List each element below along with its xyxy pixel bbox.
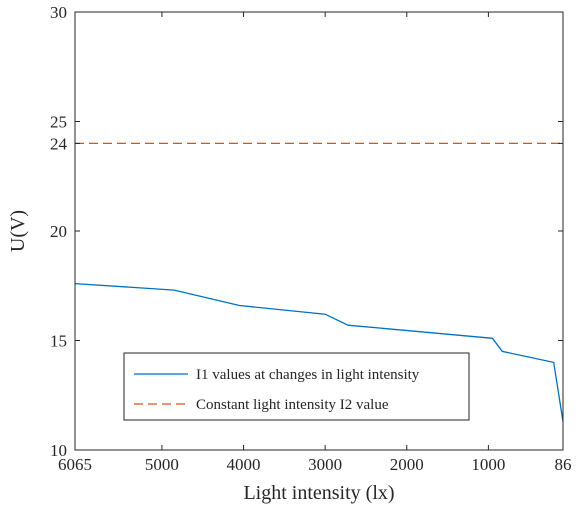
x-tick-label: 2000 (390, 455, 424, 474)
x-tick-label: 3000 (308, 455, 342, 474)
legend-label-series-2: Constant light intensity I2 value (196, 397, 389, 413)
legend-label-series-1: I1 values at changes in light intensity (196, 367, 420, 383)
y-tick-label: 25 (50, 113, 67, 132)
x-tick-label: 4000 (227, 455, 261, 474)
y-tick-label: 20 (50, 222, 67, 241)
legend-box (123, 352, 470, 421)
y-tick-label: 30 (50, 3, 67, 22)
y-tick-label: 10 (50, 441, 67, 460)
x-tick-label: 86 (555, 455, 572, 474)
series-line-1 (74, 282, 564, 422)
series-layer (74, 142, 564, 422)
y-tick-label: 24 (50, 134, 68, 153)
tick-layer: 6065 5000 4000 3000 2000 1000 86 10 15 20 24 25 30 (50, 3, 572, 474)
y-tick-label: 15 (50, 332, 67, 351)
x-tick-label: 6065 (58, 455, 92, 474)
x-tick-label: 5000 (145, 455, 179, 474)
x-tick-label: 1000 (471, 455, 505, 474)
y-axis-title: U(V) (7, 210, 29, 252)
x-axis-title: Light intensity (lx) (243, 482, 394, 504)
legend: I1 values at changes in light intensity … (123, 352, 470, 421)
